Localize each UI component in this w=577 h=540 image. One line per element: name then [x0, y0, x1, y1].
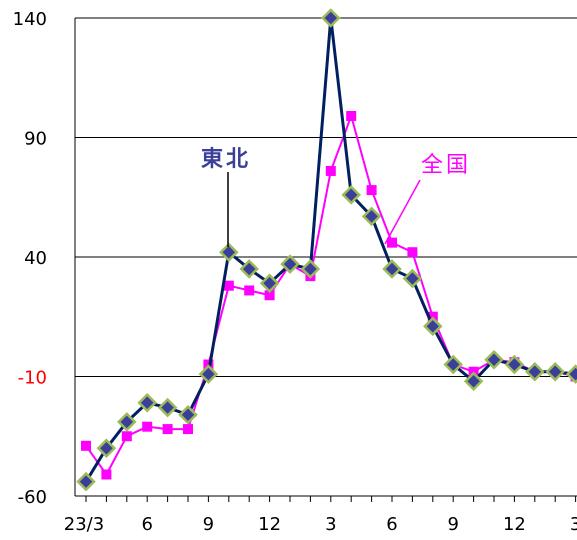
zenkoku-point: [223, 280, 234, 291]
zenkoku-label-leader: [384, 179, 421, 245]
tohoku-series-label: 東北: [201, 147, 251, 172]
tohoku-point: [300, 259, 321, 279]
tohoku-point: [361, 206, 382, 227]
y-tick-label: 140: [13, 9, 47, 30]
zenkoku-point: [183, 424, 193, 435]
y-tick-label: 40: [24, 248, 47, 269]
x-tick-label: 12: [503, 514, 526, 535]
zenkoku-point: [121, 431, 132, 442]
zenkoku-point: [325, 165, 336, 176]
zenkoku-point: [387, 237, 397, 248]
y-tick-labels: 140 90 40 -10 -60: [13, 9, 47, 508]
tohoku-point: [545, 361, 565, 382]
plot-frame: [74, 17, 577, 502]
zenkoku-point: [244, 285, 255, 296]
tohoku-point: [76, 471, 96, 492]
y-tick-label: 90: [24, 129, 47, 150]
zenkoku-series-label: 全国: [421, 153, 471, 178]
zenkoku-point: [407, 247, 418, 258]
tohoku-point: [239, 259, 259, 279]
zenkoku-point: [101, 469, 112, 480]
zenkoku-point: [346, 110, 357, 121]
tohoku-point: [117, 412, 137, 432]
x-tick-labels: 23/3 6 9 12 3 6 9 12 3: [64, 514, 577, 535]
tohoku-point: [280, 254, 300, 274]
x-tick-label: 6: [141, 514, 152, 535]
tohoku-line: [84, 17, 576, 483]
tohoku-point: [402, 268, 423, 289]
x-tick-label: 9: [203, 514, 214, 535]
tohoku-point: [321, 8, 341, 28]
tohoku-point: [137, 393, 157, 413]
tohoku-point: [382, 259, 402, 279]
tohoku-point: [259, 273, 280, 294]
zenkoku-point: [142, 421, 153, 432]
x-tick-label: 23/3: [64, 514, 104, 535]
y-tick-label: -10: [18, 368, 47, 389]
x-tick-label: 3: [325, 514, 336, 535]
tohoku-point: [504, 354, 525, 375]
tohoku-point: [96, 438, 117, 458]
x-tick-label: 9: [447, 514, 458, 535]
tohoku-point: [565, 364, 577, 384]
tohoku-point: [341, 185, 361, 205]
annotations: 東北 全国: [201, 147, 471, 247]
x-tick-label: 3: [570, 514, 577, 535]
tohoku-point: [463, 371, 484, 392]
tohoku-point: [443, 354, 463, 375]
series-tohoku: [76, 8, 577, 492]
series-zenkoku: [81, 110, 577, 480]
tohoku-point: [484, 350, 504, 370]
tohoku-point: [219, 242, 239, 262]
x-tick-label: 12: [258, 514, 281, 535]
zenkoku-point: [366, 185, 377, 196]
x-tick-label: 6: [386, 514, 397, 535]
y-tick-label: -60: [18, 487, 47, 508]
zenkoku-point: [264, 290, 275, 301]
tohoku-point: [198, 364, 219, 384]
tohoku-point: [423, 316, 443, 337]
tohoku-point: [157, 397, 178, 418]
tohoku-point: [525, 361, 545, 382]
zenkoku-point: [81, 440, 91, 451]
zenkoku-point: [162, 424, 173, 435]
tohoku-point: [178, 404, 198, 425]
gridlines: [75, 137, 577, 377]
